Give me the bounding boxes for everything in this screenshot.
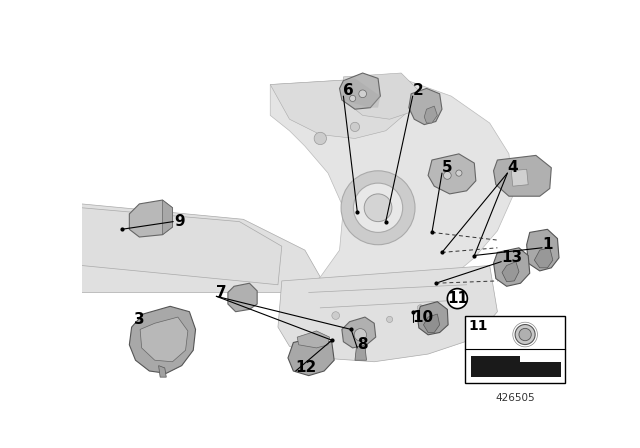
Circle shape — [349, 95, 356, 102]
Polygon shape — [344, 73, 420, 119]
Text: 11: 11 — [469, 319, 488, 333]
Text: 4: 4 — [508, 160, 518, 175]
Polygon shape — [140, 317, 188, 362]
Text: 8: 8 — [357, 337, 368, 352]
Polygon shape — [270, 77, 413, 138]
Bar — [465, 315, 565, 383]
Text: 7: 7 — [216, 285, 227, 300]
Circle shape — [447, 295, 455, 302]
Text: 11: 11 — [447, 291, 468, 306]
Polygon shape — [163, 200, 172, 235]
Circle shape — [359, 90, 367, 98]
Circle shape — [417, 305, 424, 311]
Polygon shape — [278, 266, 497, 362]
Polygon shape — [493, 155, 551, 196]
Polygon shape — [511, 169, 528, 186]
Polygon shape — [493, 248, 530, 286]
Circle shape — [350, 122, 360, 132]
Text: 9: 9 — [174, 214, 184, 229]
Circle shape — [444, 172, 451, 179]
Text: 12: 12 — [296, 361, 317, 375]
Circle shape — [332, 312, 340, 319]
Circle shape — [456, 170, 462, 176]
Polygon shape — [129, 200, 172, 237]
Text: 5: 5 — [442, 160, 452, 175]
Circle shape — [341, 171, 415, 245]
Circle shape — [447, 289, 467, 309]
Polygon shape — [424, 314, 440, 332]
Circle shape — [353, 183, 403, 233]
Circle shape — [387, 316, 393, 323]
Text: 426505: 426505 — [495, 392, 535, 403]
Circle shape — [519, 328, 531, 340]
Circle shape — [354, 329, 367, 341]
Polygon shape — [428, 154, 476, 194]
Polygon shape — [342, 78, 380, 108]
Polygon shape — [527, 229, 559, 271]
Polygon shape — [409, 88, 442, 125]
Circle shape — [314, 132, 326, 145]
Polygon shape — [81, 204, 320, 293]
Circle shape — [364, 194, 392, 222]
Polygon shape — [129, 306, 196, 373]
Text: 3: 3 — [134, 312, 145, 327]
Circle shape — [515, 324, 535, 345]
Polygon shape — [159, 366, 166, 377]
Circle shape — [356, 324, 362, 330]
Text: 10: 10 — [413, 310, 434, 325]
Polygon shape — [355, 346, 367, 360]
Polygon shape — [534, 248, 553, 268]
Text: 1: 1 — [542, 237, 552, 252]
Text: 2: 2 — [413, 83, 424, 98]
Text: 13: 13 — [501, 250, 522, 265]
Polygon shape — [297, 331, 330, 348]
Polygon shape — [417, 302, 448, 335]
Polygon shape — [288, 337, 334, 375]
Text: 6: 6 — [344, 83, 354, 98]
Polygon shape — [502, 262, 519, 282]
Polygon shape — [424, 106, 437, 123]
Polygon shape — [340, 73, 380, 109]
Polygon shape — [228, 283, 257, 312]
Polygon shape — [342, 317, 376, 348]
Polygon shape — [471, 356, 561, 377]
Polygon shape — [270, 77, 513, 346]
Polygon shape — [81, 208, 282, 285]
